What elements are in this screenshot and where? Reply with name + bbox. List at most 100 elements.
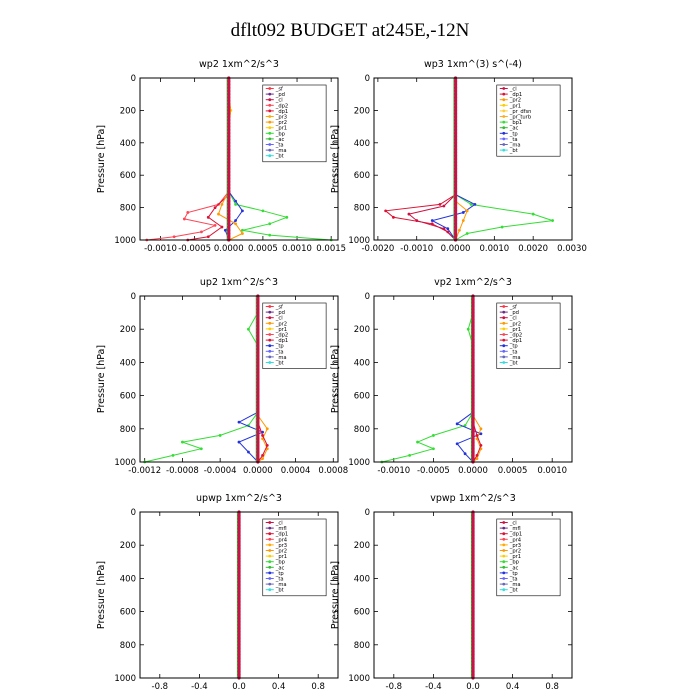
series-line-tp <box>456 411 483 463</box>
legend-marker <box>268 321 272 325</box>
series-point-pr2 <box>475 457 479 461</box>
zero-profile-point <box>227 228 231 232</box>
zero-profile-point <box>256 317 260 321</box>
zero-profile-point <box>471 377 475 381</box>
zero-profile-point <box>471 417 475 421</box>
zero-profile-point <box>237 530 241 534</box>
series-point-bp <box>500 225 504 229</box>
zero-profile-point <box>227 173 231 177</box>
zero-profile-point <box>471 347 475 351</box>
zero-profile-point <box>227 121 231 125</box>
series-point-bp <box>285 215 289 219</box>
zero-profile-point <box>453 231 458 236</box>
legend-marker <box>268 338 272 342</box>
legend-entry: _tp <box>509 131 519 137</box>
zero-profile-point <box>471 317 475 321</box>
zero-profile-point <box>453 176 458 181</box>
legend-box <box>262 518 327 597</box>
x-tick-label: -0.0010 <box>377 466 410 476</box>
zero-profile-point <box>256 447 260 451</box>
legend-entry: _ta <box>275 349 284 355</box>
legend-marker <box>268 137 272 141</box>
zero-profile-point <box>471 324 475 328</box>
y-tick-label: 600 <box>120 392 136 402</box>
series-point-pr2 <box>465 209 469 213</box>
legend-marker <box>268 560 272 564</box>
zero-profile-point <box>453 79 458 83</box>
legend-entry: _cl <box>509 87 517 93</box>
series-point-dp1 <box>438 202 442 206</box>
plot-frame <box>139 77 339 241</box>
zero-profile-point <box>227 199 231 203</box>
zero-profile-point <box>453 225 458 229</box>
x-tick-label: -0.0005 <box>417 466 450 476</box>
legend-entry: _ac <box>275 565 285 571</box>
legend-marker <box>268 577 272 580</box>
zero-profile-point <box>256 301 260 305</box>
zero-profile-point <box>471 523 475 527</box>
series-point-bp <box>469 202 473 206</box>
series-point-bp <box>466 327 470 331</box>
legend-entry: _ta <box>275 577 284 583</box>
legend-marker <box>502 109 506 113</box>
x-tick-label: 0.0030 <box>557 244 587 254</box>
series-point-tp <box>446 227 450 231</box>
zero-profile-point <box>471 573 475 577</box>
plot-frame <box>373 511 573 679</box>
zero-profile-point <box>453 163 458 168</box>
legend-marker <box>268 333 272 336</box>
page-title: dflt092 BUDGET at245E,-12N <box>230 20 470 41</box>
zero-profile-point <box>471 344 475 348</box>
zero-profile-point <box>237 583 241 587</box>
legend-entry: _dp2 <box>275 333 288 339</box>
legend-marker <box>268 327 272 331</box>
legend-entry: _pr2 <box>275 321 287 327</box>
legend-marker <box>502 131 506 135</box>
zero-profile-point <box>227 92 231 96</box>
legend-entry: _cl <box>275 98 283 104</box>
legend-entry: _ac <box>509 565 519 571</box>
series-point-bp <box>268 222 272 226</box>
zero-profile-point <box>471 570 475 574</box>
y-tick-label: 200 <box>120 325 136 335</box>
zero-profile-point <box>256 417 260 421</box>
zero-profile-point <box>471 613 475 617</box>
legend-marker <box>268 120 272 124</box>
y-tick-label: 800 <box>354 204 370 214</box>
legend-marker <box>268 349 272 353</box>
series-point-pr2 <box>220 202 224 206</box>
zero-profile-point <box>471 600 475 604</box>
zero-profile-point <box>471 560 475 564</box>
zero-profile-point <box>237 629 241 634</box>
y-tick-label: 400 <box>120 358 136 368</box>
legend-entry: _dp1 <box>275 109 288 115</box>
zero-profile-point <box>453 131 458 135</box>
zero-profile-point <box>471 447 475 451</box>
legend-marker <box>268 543 272 547</box>
zero-profile-point <box>256 354 260 358</box>
plot-frame <box>139 295 339 463</box>
legend-entry: _bp <box>509 560 520 566</box>
zero-profile-point <box>471 656 475 660</box>
zero-profile-point <box>227 131 231 135</box>
x-tick-label: 0.0020 <box>518 244 548 254</box>
series-point-pr2 <box>241 232 244 235</box>
series-line-dp2 <box>146 191 230 241</box>
zero-profile-point <box>227 118 231 122</box>
series-line-bp <box>381 411 474 463</box>
series-point-dp1 <box>475 453 479 457</box>
zero-profile-point <box>471 374 475 378</box>
zero-profile-point <box>471 639 475 644</box>
zero-profile-point <box>227 137 231 142</box>
series-point-pr2 <box>217 212 220 216</box>
zero-profile-point <box>471 596 475 600</box>
legend-marker <box>268 549 272 552</box>
zero-profile-point <box>256 413 260 418</box>
zero-profile-point <box>227 231 231 236</box>
zero-profile-point <box>227 209 231 213</box>
legend-marker <box>268 131 272 135</box>
legend-marker <box>502 327 506 331</box>
legend-marker <box>502 549 506 552</box>
zero-profile-point <box>256 327 260 331</box>
zero-profile-point <box>237 606 241 610</box>
